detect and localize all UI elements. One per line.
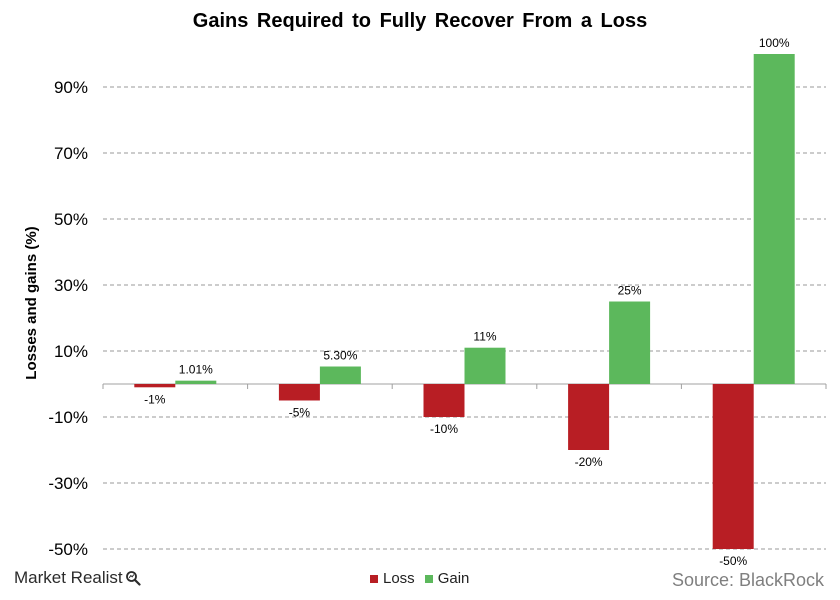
bars bbox=[134, 54, 794, 549]
bar-loss bbox=[279, 384, 320, 401]
brand-name: Market Realist bbox=[14, 568, 123, 588]
data-label-loss: -1% bbox=[144, 392, 166, 406]
bar-loss bbox=[424, 384, 465, 417]
data-labels: -1% -5% -10% -20% -50% 1.01% 5.30% 11% 25% 100% bbox=[144, 36, 790, 568]
bar-loss bbox=[713, 384, 754, 549]
legend-swatch-gain bbox=[425, 575, 433, 583]
legend-label-loss: Loss bbox=[383, 570, 415, 587]
y-tick-label: 30% bbox=[54, 276, 88, 295]
data-label-loss: -50% bbox=[719, 554, 747, 568]
magnifier-icon bbox=[125, 570, 141, 586]
y-tick-labels: -50% -30% -10% 10% 30% 50% 70% 90% bbox=[48, 78, 88, 559]
bar-gain bbox=[465, 348, 506, 384]
bar-loss bbox=[568, 384, 609, 450]
data-label-gain: 5.30% bbox=[323, 349, 357, 363]
source-note: Source: BlackRock bbox=[672, 570, 824, 591]
data-label-loss: -10% bbox=[430, 422, 458, 436]
y-tick-label: 10% bbox=[54, 342, 88, 361]
data-label-loss: -20% bbox=[575, 455, 603, 469]
bar-gain bbox=[609, 302, 650, 385]
bar-gain bbox=[320, 367, 361, 384]
brand-logo: Market Realist bbox=[14, 568, 141, 588]
data-label-gain: 11% bbox=[473, 330, 496, 344]
legend-label-gain: Gain bbox=[438, 570, 470, 587]
y-tick-label: -10% bbox=[48, 408, 88, 427]
bar-loss bbox=[134, 384, 175, 387]
chart-plot: -1% -5% -10% -20% -50% 1.01% 5.30% 11% 25% 100% -… bbox=[0, 0, 840, 600]
legend: Loss Gain bbox=[370, 570, 479, 587]
y-tick-label: 50% bbox=[54, 210, 88, 229]
y-tick-label: -30% bbox=[48, 474, 88, 493]
legend-swatch-loss bbox=[370, 575, 378, 583]
data-label-loss: -5% bbox=[289, 406, 311, 420]
legend-item-gain: Gain bbox=[425, 570, 470, 587]
legend-item-loss: Loss bbox=[370, 570, 415, 587]
y-tick-label: 70% bbox=[54, 144, 88, 163]
data-label-gain: 1.01% bbox=[179, 363, 213, 377]
data-label-gain: 25% bbox=[618, 284, 642, 298]
y-tick-label: -50% bbox=[48, 540, 88, 559]
data-label-gain: 100% bbox=[759, 36, 790, 50]
y-tick-label: 90% bbox=[54, 78, 88, 97]
y-axis-label: Losses and gains (%) bbox=[23, 226, 40, 379]
bar-gain bbox=[754, 54, 795, 384]
bar-gain bbox=[175, 381, 216, 384]
